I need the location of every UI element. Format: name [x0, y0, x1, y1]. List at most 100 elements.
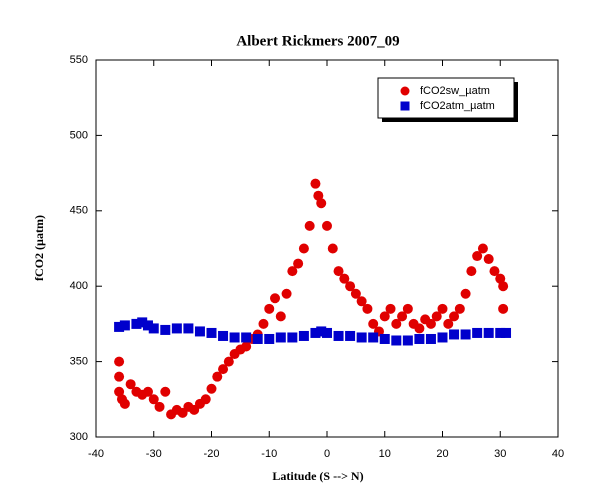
x-tick-label: -10	[261, 448, 277, 460]
point	[160, 386, 171, 397]
point	[212, 371, 223, 382]
point	[414, 323, 425, 334]
point	[137, 317, 148, 328]
point	[345, 281, 356, 292]
point	[483, 254, 494, 265]
point	[414, 333, 425, 344]
legend-label: fCO2sw_µatm	[420, 85, 490, 97]
legend-marker	[400, 101, 410, 111]
point	[310, 178, 321, 189]
y-tick-label: 500	[70, 129, 88, 141]
point	[298, 243, 309, 254]
legend-label: fCO2atm_µatm	[420, 100, 495, 112]
point	[425, 318, 436, 329]
point	[437, 332, 448, 343]
point	[489, 266, 500, 277]
point	[131, 318, 142, 329]
point	[241, 332, 252, 343]
point	[333, 330, 344, 341]
point	[142, 320, 153, 331]
x-tick-label: 20	[436, 448, 448, 460]
point	[252, 333, 263, 344]
y-axis-label: fCO2 (µatm)	[32, 215, 46, 281]
point	[275, 311, 286, 322]
point	[154, 401, 165, 412]
point	[218, 330, 229, 341]
x-tick-label: 10	[379, 448, 391, 460]
x-tick-label: 0	[324, 448, 330, 460]
point	[460, 288, 471, 299]
x-tick-label: 40	[552, 448, 564, 460]
point	[322, 327, 332, 338]
chart-title: Albert Rickmers 2007_09	[236, 33, 399, 49]
x-tick-label: -20	[204, 448, 220, 460]
point	[391, 318, 402, 329]
point	[501, 327, 512, 338]
legend-box	[377, 77, 515, 119]
point	[241, 341, 252, 352]
point	[223, 356, 234, 367]
point	[148, 394, 159, 405]
point	[454, 303, 465, 314]
point	[498, 281, 509, 292]
point	[200, 394, 211, 405]
x-tick-label: -30	[146, 448, 162, 460]
point	[114, 371, 125, 382]
point	[472, 327, 483, 338]
point	[171, 323, 182, 334]
point	[449, 311, 460, 322]
point	[206, 327, 217, 338]
point	[148, 323, 159, 334]
point	[293, 258, 304, 269]
point	[229, 332, 240, 343]
point	[316, 198, 327, 209]
point	[287, 332, 298, 343]
point	[218, 364, 229, 375]
x-tick-label: -40	[88, 448, 104, 460]
point	[119, 398, 130, 409]
point	[333, 266, 344, 277]
x-tick-label: 30	[494, 448, 506, 460]
point	[114, 321, 125, 332]
point	[322, 220, 332, 231]
point	[264, 303, 275, 314]
x-axis-label: Latitude (S --> N)	[272, 469, 363, 483]
point	[402, 335, 413, 346]
y-tick-label: 350	[70, 356, 88, 368]
point	[368, 332, 379, 343]
point	[345, 330, 356, 341]
point	[443, 318, 454, 329]
point	[460, 329, 471, 340]
point	[495, 327, 506, 338]
point	[397, 311, 408, 322]
point	[449, 329, 460, 340]
y-tick-label: 450	[70, 205, 88, 217]
point	[125, 379, 136, 390]
point	[206, 383, 217, 394]
point	[498, 303, 509, 314]
point	[298, 330, 309, 341]
point	[310, 327, 321, 338]
point	[183, 323, 194, 334]
point	[368, 318, 379, 329]
y-tick-label: 550	[70, 54, 88, 66]
point	[119, 320, 130, 331]
legend-marker	[400, 86, 410, 96]
point	[402, 303, 413, 314]
point	[316, 326, 327, 337]
point	[379, 311, 390, 322]
point	[431, 311, 442, 322]
point	[356, 296, 367, 307]
point	[114, 386, 125, 397]
point	[495, 273, 506, 284]
point	[425, 333, 436, 344]
point	[264, 333, 275, 344]
point	[437, 303, 448, 314]
point	[327, 243, 338, 254]
point	[483, 327, 494, 338]
point	[275, 332, 286, 343]
point	[194, 326, 205, 337]
point	[270, 293, 281, 304]
point	[258, 318, 269, 329]
